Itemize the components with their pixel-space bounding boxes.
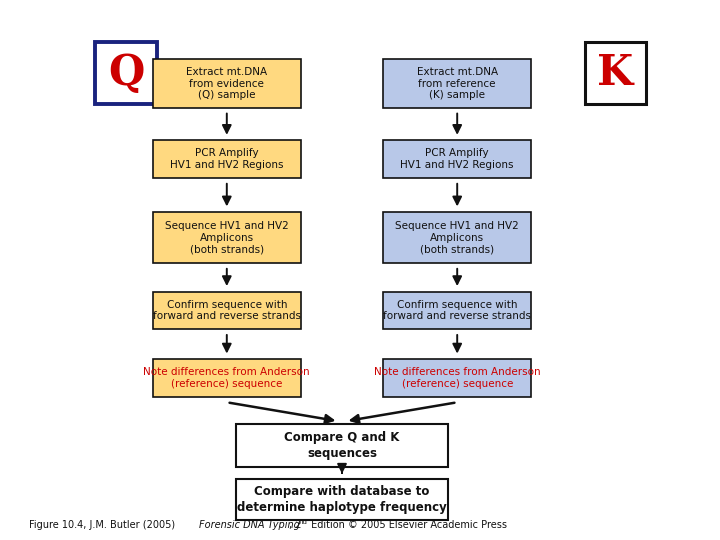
- FancyBboxPatch shape: [585, 42, 647, 104]
- Text: Sequence HV1 and HV2
Amplicons
(both strands): Sequence HV1 and HV2 Amplicons (both str…: [395, 221, 519, 254]
- FancyBboxPatch shape: [383, 212, 531, 263]
- FancyBboxPatch shape: [383, 359, 531, 397]
- Text: Sequence HV1 and HV2
Amplicons
(both strands): Sequence HV1 and HV2 Amplicons (both str…: [165, 221, 289, 254]
- Text: Confirm sequence with
forward and reverse strands: Confirm sequence with forward and revers…: [153, 300, 301, 321]
- FancyBboxPatch shape: [383, 140, 531, 178]
- Text: nd: nd: [298, 519, 307, 525]
- FancyBboxPatch shape: [383, 59, 531, 108]
- Text: Note differences from Anderson
(reference) sequence: Note differences from Anderson (referenc…: [374, 367, 541, 389]
- FancyBboxPatch shape: [153, 292, 301, 329]
- Text: Note differences from Anderson
(reference) sequence: Note differences from Anderson (referenc…: [143, 367, 310, 389]
- FancyBboxPatch shape: [383, 292, 531, 329]
- FancyBboxPatch shape: [236, 480, 448, 519]
- Text: PCR Amplify
HV1 and HV2 Regions: PCR Amplify HV1 and HV2 Regions: [400, 148, 514, 170]
- FancyBboxPatch shape: [153, 212, 301, 263]
- Text: Extract mt.DNA
from evidence
(Q) sample: Extract mt.DNA from evidence (Q) sample: [186, 67, 267, 100]
- FancyBboxPatch shape: [153, 359, 301, 397]
- Text: Q: Q: [108, 52, 144, 94]
- Text: Compare with database to
determine haplotype frequency: Compare with database to determine haplo…: [237, 485, 447, 514]
- Text: , 2: , 2: [289, 520, 301, 530]
- FancyBboxPatch shape: [153, 59, 301, 108]
- FancyBboxPatch shape: [236, 424, 448, 467]
- Text: Confirm sequence with
forward and reverse strands: Confirm sequence with forward and revers…: [383, 300, 531, 321]
- Text: PCR Amplify
HV1 and HV2 Regions: PCR Amplify HV1 and HV2 Regions: [170, 148, 284, 170]
- Text: Figure 10.4, J.M. Butler (2005): Figure 10.4, J.M. Butler (2005): [29, 520, 178, 530]
- Text: Forensic DNA Typing: Forensic DNA Typing: [199, 520, 300, 530]
- Text: Edition © 2005 Elsevier Academic Press: Edition © 2005 Elsevier Academic Press: [308, 520, 507, 530]
- Text: Compare Q and K
sequences: Compare Q and K sequences: [284, 431, 400, 460]
- FancyBboxPatch shape: [95, 42, 156, 104]
- Text: K: K: [598, 52, 634, 94]
- FancyBboxPatch shape: [153, 140, 301, 178]
- Text: Extract mt.DNA
from reference
(K) sample: Extract mt.DNA from reference (K) sample: [417, 67, 498, 100]
